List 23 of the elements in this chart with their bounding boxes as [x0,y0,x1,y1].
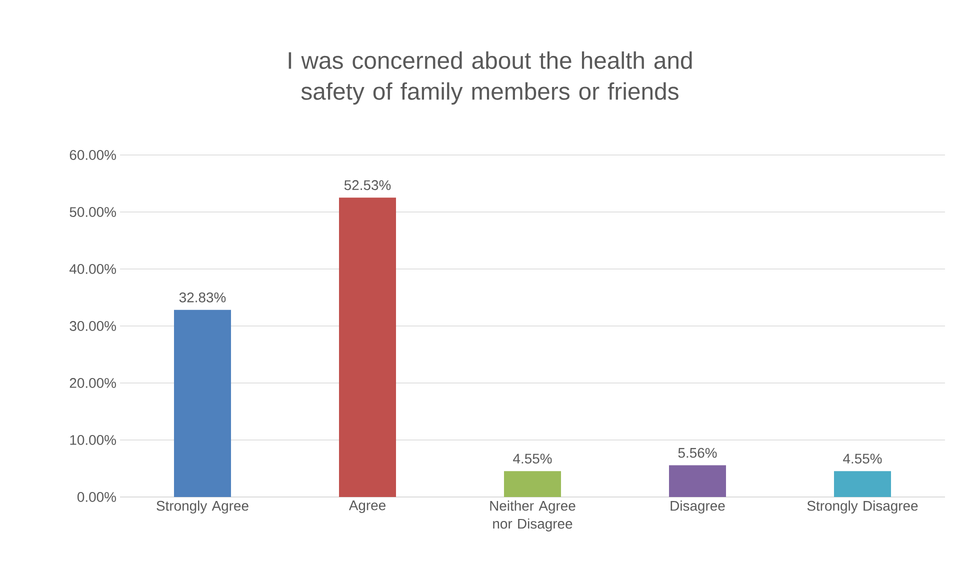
y-tick-label: 20.00% [70,378,116,388]
x-tick-label: Strongly Disagree [807,500,918,514]
bar [669,465,726,497]
data-label: 5.56% [678,448,717,458]
bar [834,471,892,497]
x-tick-label: Neither Agree nor Disagree [490,500,576,532]
y-tick-label: 60.00% [70,150,116,160]
x-tick-label: Strongly Agree [156,500,248,514]
chart-title: I was concerned about the health and safety of family members or friends [288,51,692,105]
y-tick-label: 40.00% [69,264,116,274]
bar [339,198,396,497]
data-label: 32.83% [179,292,226,302]
y-tick-label: 0.00% [77,492,116,502]
bar [174,310,231,497]
data-label: 52.53% [344,180,391,190]
y-tick-label: 50.00% [70,207,116,217]
x-tick-label: Disagree [670,500,725,514]
x-tick-label: Agree [348,500,386,514]
y-tick-label: 30.00% [70,321,116,331]
data-label: 4.55% [843,454,882,464]
y-tick-label: 10.00% [70,435,116,445]
bar [504,471,562,497]
data-label: 4.55% [513,454,552,464]
